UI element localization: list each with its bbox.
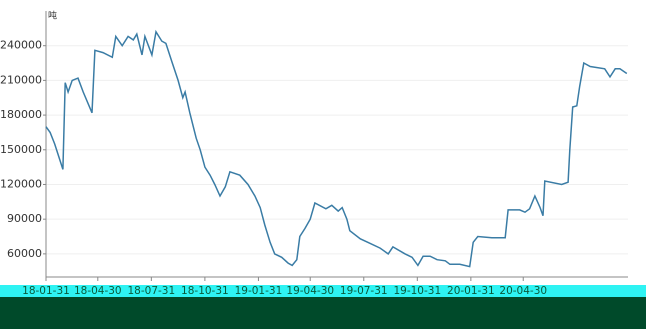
x-tick-label: 19-10-31 (393, 285, 441, 297)
x-tick-label: 20-04-30 (499, 285, 547, 297)
y-tick-label: 150000 (0, 143, 42, 156)
axis-band (0, 285, 646, 297)
y-tick-label: 60000 (7, 247, 42, 260)
y-tick-label: 90000 (7, 212, 42, 225)
data-line (45, 29, 628, 268)
y-tick-label: 240000 (0, 39, 42, 52)
x-tick-label: 18-04-30 (74, 285, 122, 297)
x-tick-label: 19-04-30 (286, 285, 334, 297)
x-tick-label: 19-07-31 (340, 285, 388, 297)
y-tick-label: 120000 (0, 177, 42, 190)
x-tick-label: 18-10-31 (181, 285, 229, 297)
y-tick-label: 210000 (0, 73, 42, 86)
y-tick-label: 180000 (0, 108, 42, 121)
x-tick-label: 19-01-31 (235, 285, 283, 297)
y-axis-label: 吨 (48, 10, 57, 22)
x-tick-label: 18-01-31 (22, 285, 70, 297)
footer-band (0, 297, 646, 329)
x-tick-label: 20-01-31 (447, 285, 495, 297)
x-tick-label: 18-07-31 (128, 285, 176, 297)
